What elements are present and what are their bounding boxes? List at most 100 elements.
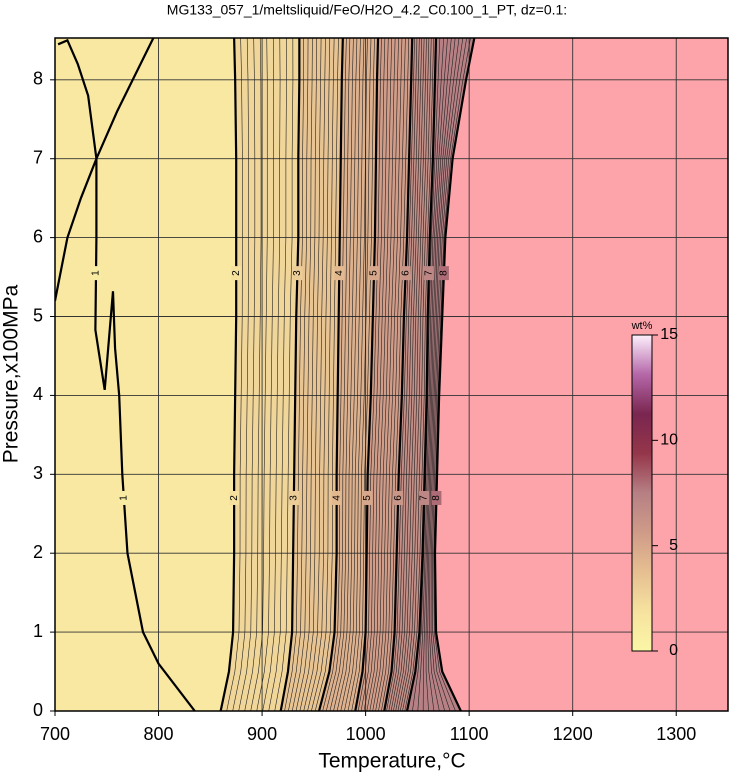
minor-contour — [427, 38, 456, 711]
minor-contour — [390, 38, 420, 711]
contour-label-bg — [91, 266, 102, 281]
minor-contour — [250, 38, 268, 711]
minor-contour — [360, 38, 386, 711]
minor-contour — [256, 38, 274, 711]
minor-contour — [329, 38, 354, 711]
contour-label-bg — [231, 266, 242, 281]
grid — [55, 38, 728, 711]
minor-contour — [375, 38, 403, 711]
band-fill — [319, 38, 379, 711]
minor-contour — [366, 38, 393, 711]
minor-contour — [314, 38, 339, 711]
minor-contour — [325, 38, 351, 711]
contour-line — [383, 38, 414, 711]
contour-label: 8 — [431, 495, 442, 501]
contour-label-bg — [292, 266, 303, 281]
contour-label-bg — [118, 490, 129, 505]
contour-lines — [55, 38, 476, 711]
contour-label: 5 — [369, 270, 380, 276]
x-tick-label: 1000 — [346, 724, 386, 744]
contour-label-bg — [438, 266, 449, 281]
y-tick-label: 8 — [33, 69, 43, 89]
minor-contour — [299, 38, 322, 711]
minor-contour — [291, 38, 313, 711]
contour-line — [317, 38, 344, 711]
minor-contour — [274, 38, 294, 711]
contour-label: 3 — [289, 495, 300, 501]
y-tick-label: 5 — [33, 305, 43, 325]
contour-label-bg — [334, 266, 345, 281]
band-fill — [55, 38, 237, 711]
x-tick-label: 700 — [40, 724, 70, 744]
minor-contour — [429, 38, 460, 711]
minor-contour — [333, 38, 358, 711]
minor-contour — [288, 38, 309, 711]
contour-label: 1 — [91, 270, 102, 276]
contour-label-bg — [229, 490, 240, 505]
minor-contour — [417, 38, 444, 711]
y-tick-label: 4 — [33, 384, 43, 404]
minor-contour — [386, 38, 415, 711]
contour-line — [279, 38, 301, 711]
x-tick-label: 1300 — [656, 724, 696, 744]
minor-contour — [238, 38, 256, 711]
contour-label: 8 — [439, 270, 450, 276]
contour-label-bg — [331, 490, 342, 505]
contour-label: 7 — [419, 495, 430, 501]
x-tick-label: 800 — [144, 724, 174, 744]
fills — [55, 38, 728, 711]
minor-contour — [369, 38, 396, 711]
x-tick-label: 1100 — [450, 724, 489, 744]
contour-label-bg — [288, 490, 299, 505]
contour-label-bg — [362, 490, 373, 505]
contour-line — [405, 38, 438, 711]
minor-contour — [311, 38, 335, 711]
minor-contour — [340, 38, 365, 711]
contour-label: 4 — [331, 495, 342, 501]
minor-contour — [357, 38, 382, 711]
minor-contour — [399, 38, 430, 711]
minor-contour — [372, 38, 399, 711]
minor-contour — [262, 38, 281, 711]
minor-contour — [381, 38, 410, 711]
contour-label-bg — [423, 266, 434, 281]
contour-label-bg — [431, 490, 442, 505]
colorbar-label: wt% — [631, 320, 653, 332]
contour-label: 6 — [393, 495, 404, 501]
minor-contour — [307, 38, 331, 711]
minor-contour — [363, 38, 389, 711]
minor-contour — [347, 38, 372, 711]
minor-contour — [395, 38, 425, 711]
contour-label: 5 — [362, 495, 373, 501]
contour-line — [354, 38, 380, 711]
minor-contour — [404, 38, 434, 711]
colorbar-tick-label: 15 — [660, 326, 678, 343]
contour-label: 3 — [292, 270, 303, 276]
x-tick-label: 1200 — [553, 724, 593, 744]
minor-contour — [378, 38, 406, 711]
contour-line — [55, 38, 196, 711]
saturated-region — [434, 38, 728, 711]
minor-contour — [303, 38, 326, 711]
minor-contour — [284, 38, 304, 711]
y-tick-label: 2 — [33, 542, 43, 562]
minor-contour — [393, 38, 423, 711]
contour-label-bg — [400, 266, 411, 281]
minor-contour — [430, 38, 464, 711]
contour-label: 2 — [229, 495, 240, 501]
y-tick-label: 1 — [33, 621, 43, 641]
y-tick-label: 3 — [33, 463, 43, 483]
contour-line — [219, 38, 238, 711]
colorbar-tick-label: 0 — [669, 642, 678, 659]
colorbar: wt% 0 5 10 15 — [631, 320, 678, 659]
minor-contour — [295, 38, 318, 711]
minor-contour — [268, 38, 287, 711]
minor-contour — [422, 38, 448, 711]
minor-contour — [351, 38, 375, 711]
y-tick-label: 6 — [33, 226, 43, 246]
contour-line — [433, 38, 476, 711]
contour-label: 2 — [231, 270, 242, 276]
